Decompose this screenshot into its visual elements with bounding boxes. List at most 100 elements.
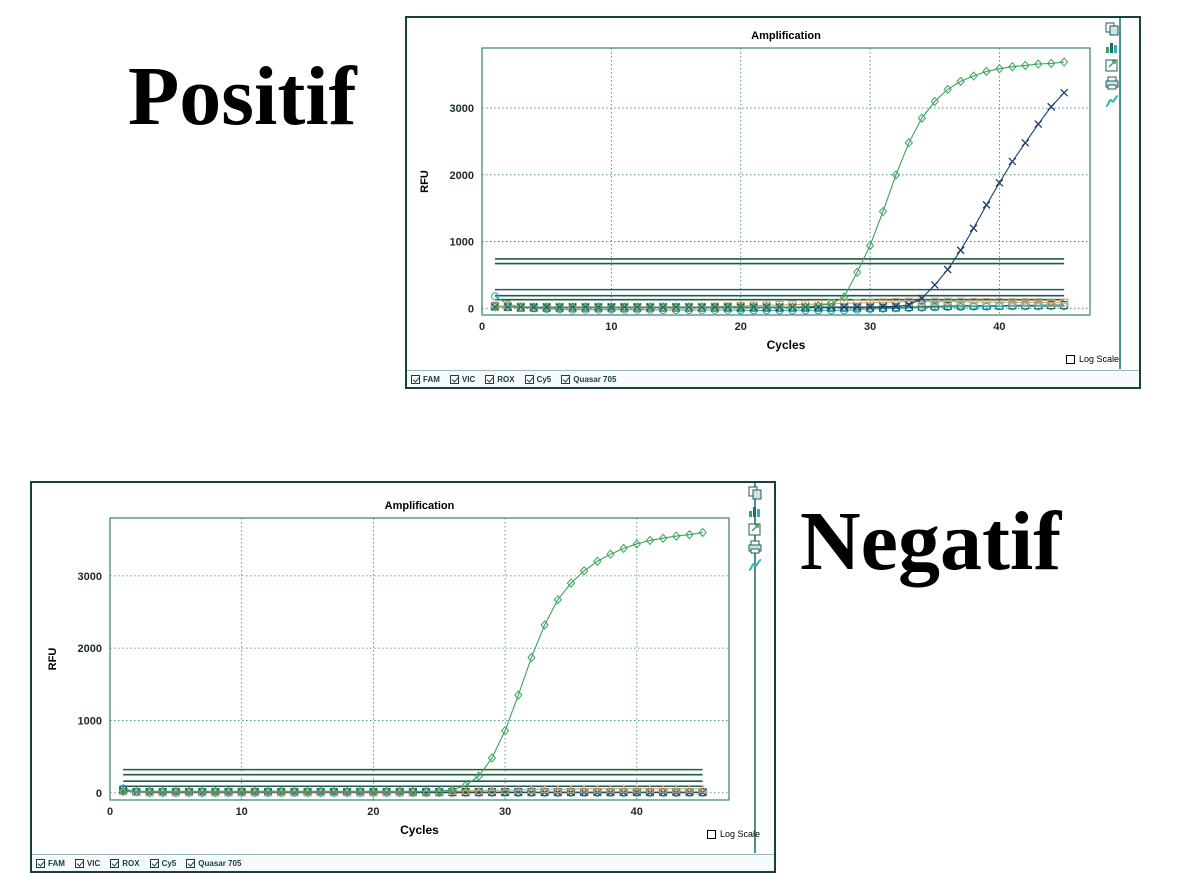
data-point-cy5 — [930, 281, 939, 289]
data-point-fam — [646, 302, 655, 312]
legend-item-rox[interactable]: ROX — [110, 858, 140, 868]
data-point-cy5 — [879, 302, 887, 311]
data-point-rox — [1047, 298, 1056, 307]
legend-item-cy5[interactable]: Cy5 — [149, 858, 176, 868]
legend-label-rox: ROX — [122, 858, 140, 868]
data-point-quasar-705 — [490, 292, 499, 301]
checkbox-rox[interactable] — [485, 374, 495, 384]
data-point-rox — [672, 784, 681, 793]
data-point-cy5 — [866, 303, 875, 311]
data-point-rox — [500, 785, 510, 794]
curve-icon[interactable] — [1105, 94, 1119, 108]
data-point-fam — [490, 302, 500, 312]
data-point-fam — [421, 786, 431, 797]
data-point-fam — [408, 786, 418, 797]
data-point-rox — [698, 784, 707, 793]
legend-item-quasar-705[interactable]: Quasar 705 — [561, 374, 616, 384]
log-scale-toggle[interactable]: Log Scale — [1066, 354, 1119, 364]
data-point-fam — [672, 531, 681, 541]
data-point-vic — [474, 787, 483, 797]
data-point-fam — [633, 302, 642, 312]
legend-label-quasar-705: Quasar 705 — [198, 858, 242, 868]
log-scale-checkbox[interactable] — [1066, 354, 1075, 364]
y-tick-label: 0 — [468, 303, 474, 315]
data-point-fam — [198, 786, 207, 797]
checkbox-fam[interactable] — [36, 858, 45, 868]
copy-icon[interactable] — [1105, 22, 1119, 36]
data-point-fam — [542, 302, 551, 312]
checkbox-quasar-705[interactable] — [561, 374, 571, 384]
curve-icon[interactable] — [748, 558, 762, 572]
legend-item-fam[interactable]: FAM — [411, 374, 440, 384]
data-point-fam — [329, 786, 339, 797]
legend-item-rox[interactable]: ROX — [485, 374, 515, 384]
legend-item-vic[interactable]: VIC — [74, 858, 100, 868]
checkbox-cy5[interactable] — [149, 858, 159, 868]
legend-item-fam[interactable]: FAM — [36, 858, 65, 868]
log-scale-label: Log Scale — [720, 829, 761, 839]
chart-title: Amplification — [751, 30, 821, 42]
data-point-fam — [1021, 60, 1030, 71]
data-point-fam — [250, 786, 260, 797]
data-point-fam — [529, 302, 538, 312]
data-point-fam — [132, 786, 141, 797]
data-point-fam — [461, 780, 470, 791]
data-point-fam — [698, 527, 707, 538]
data-point-fam — [1008, 61, 1017, 72]
data-point-fam — [865, 240, 875, 251]
data-point-fam — [943, 84, 952, 95]
data-point-rox — [579, 784, 589, 793]
log-scale-checkbox[interactable] — [707, 829, 716, 839]
checkbox-quasar-705[interactable] — [186, 858, 196, 868]
data-point-fam — [224, 786, 233, 797]
data-point-cy5 — [1021, 138, 1030, 147]
data-point-fam — [435, 786, 444, 796]
data-point-fam — [982, 66, 991, 77]
data-point-rox — [995, 297, 1004, 307]
x-tick-label: 30 — [864, 321, 876, 333]
checkbox-rox[interactable] — [110, 858, 120, 868]
export-icon[interactable] — [748, 522, 762, 536]
data-point-fam — [540, 620, 549, 630]
checkbox-vic[interactable] — [74, 858, 84, 868]
export-icon[interactable] — [1105, 58, 1119, 72]
legend-item-vic[interactable]: VIC — [449, 374, 475, 384]
x-tick-label: 20 — [735, 321, 747, 333]
data-point-fam — [503, 302, 513, 312]
chart-type-icon[interactable] — [748, 504, 762, 518]
legend-item-cy5[interactable]: Cy5 — [524, 374, 551, 384]
data-point-fam — [684, 302, 694, 312]
data-point-fam — [788, 302, 797, 312]
checkbox-cy5[interactable] — [524, 374, 534, 384]
copy-icon[interactable] — [748, 486, 762, 500]
data-point-fam — [303, 786, 312, 797]
data-point-fam — [685, 529, 694, 540]
legend-item-quasar-705[interactable]: Quasar 705 — [186, 858, 242, 868]
data-point-fam — [395, 786, 404, 797]
data-point-rox — [788, 300, 797, 309]
data-point-vic — [514, 787, 523, 797]
checkbox-vic[interactable] — [449, 374, 459, 384]
data-point-fam — [566, 578, 576, 588]
data-point-fam — [736, 302, 745, 312]
amplification-chart-negative: Amplification 0 10 20 30 40 0 1000 2000 3000 Cycle… — [47, 500, 730, 837]
log-scale-toggle[interactable]: Log Scale — [707, 829, 760, 839]
data-point-rox — [775, 300, 784, 310]
data-point-fam — [619, 543, 628, 554]
data-point-fam — [555, 302, 564, 312]
panel-splitter[interactable] — [754, 483, 756, 853]
chart-title: Amplification — [385, 500, 455, 512]
panel-splitter[interactable] — [1119, 18, 1121, 369]
x-tick-label: 20 — [367, 806, 379, 818]
print-icon[interactable] — [748, 540, 762, 554]
data-point-rox — [1060, 298, 1069, 307]
data-point-fam — [632, 539, 641, 549]
data-point-vic — [119, 785, 128, 794]
print-icon[interactable] — [1105, 76, 1119, 90]
data-point-rox — [606, 784, 615, 793]
data-point-rox — [513, 785, 523, 794]
data-point-fam — [514, 690, 523, 700]
checkbox-fam[interactable] — [411, 374, 420, 384]
y-tick-label: 0 — [96, 788, 102, 800]
chart-type-icon[interactable] — [1105, 40, 1119, 54]
